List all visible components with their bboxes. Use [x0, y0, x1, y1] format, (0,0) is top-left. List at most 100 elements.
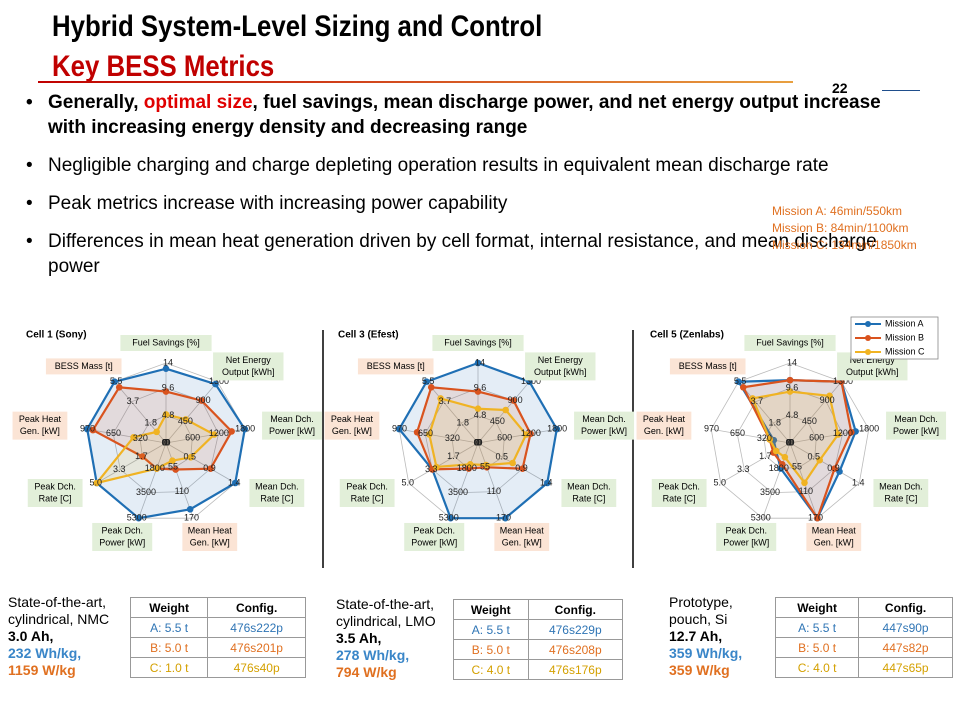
axis-label: Peak Dch.: [658, 481, 700, 491]
axis-label: Power [kW]: [99, 537, 145, 547]
axis-label: Peak Dch.: [34, 481, 76, 491]
tick-label: 0.9: [515, 463, 528, 473]
series-point: [207, 465, 214, 473]
table-cell: C: 4.0 t: [774, 657, 860, 678]
tick-label: 0: [476, 437, 481, 447]
tick-label: 900: [196, 395, 211, 405]
series-point: [522, 431, 530, 438]
tick-label: 0: [786, 437, 791, 447]
axis-label: BESS Mass [t]: [55, 361, 113, 371]
series-point: [437, 395, 444, 402]
bullet-text: optimal size: [143, 92, 253, 113]
table-cell: A: 5.5 t: [453, 619, 529, 640]
legend-marker: [865, 335, 871, 341]
axis-label: Peak Dch.: [413, 525, 455, 535]
axis-label: Rate [C]: [572, 493, 605, 503]
axis-label-box: [574, 411, 635, 440]
tick-label: 0: [477, 437, 482, 447]
axis-label: Mean Dch.: [567, 481, 611, 491]
axis-label-box: [182, 522, 238, 551]
spoke: [789, 442, 860, 484]
series-point: [831, 465, 838, 473]
series-point: [801, 479, 808, 487]
tick-label: 1.8: [456, 417, 469, 427]
series-point: [502, 406, 509, 414]
tick-label: 55: [480, 462, 490, 472]
tick-label: 14: [163, 357, 173, 367]
bullet: Differences in mean heat generation driv…: [22, 229, 922, 279]
series-point: [766, 436, 773, 443]
axis-label: Power [kW]: [581, 426, 627, 436]
tick-label: 5300: [439, 513, 459, 523]
tick-label: 170: [184, 513, 199, 523]
table-row: A: 5.5 t 476s222p: [129, 617, 306, 638]
table-cell: 476s176p: [527, 659, 624, 680]
tick-label: 5.0: [713, 477, 726, 487]
axis-label: Power [kW]: [269, 426, 315, 436]
axis-label-box: [324, 411, 380, 440]
spoke: [87, 428, 167, 444]
table-cell: B: 5.0 t: [774, 637, 860, 658]
power-density: 359 W/kg: [669, 662, 730, 678]
series-point: [111, 378, 118, 386]
tick-label: 0: [474, 437, 479, 447]
tick-label: 3.3: [737, 464, 750, 474]
bullet-list: Generally, optimal size, fuel savings, m…: [22, 90, 922, 292]
chart-title: Cell 5 (Zenlabs): [650, 330, 724, 341]
tick-label: 650: [106, 428, 121, 438]
axis-label-box: [806, 522, 862, 551]
cell-description: State-of-the-art, cylindrical, NMC 3.0 Ah,…: [8, 594, 109, 679]
axis-label: Power [kW]: [411, 537, 457, 547]
tick-label: 0: [786, 437, 791, 447]
tick-label: 970: [704, 423, 719, 433]
tick-label: 0: [477, 437, 482, 447]
axis-label-box: [873, 479, 929, 507]
tick-label: 1.4: [852, 477, 865, 487]
bullet-text: , fuel savings, mean discharge power, an…: [48, 92, 881, 138]
series-point: [509, 459, 516, 467]
axis-label-box: [357, 358, 434, 375]
axis-label: Output [kWh]: [846, 367, 899, 377]
series-point: [169, 457, 176, 464]
series-point: [162, 388, 170, 395]
tick-label: 4.8: [162, 410, 175, 420]
series-point: [474, 405, 482, 413]
tick-label: 450: [490, 416, 505, 426]
tick-label: 9.6: [474, 383, 487, 393]
tick-label: 0: [789, 437, 794, 447]
table-header-row: Weight Config.: [774, 597, 953, 618]
tick-label: 3.3: [425, 464, 438, 474]
tick-label: 0.5: [495, 452, 508, 462]
series-point: [115, 383, 123, 391]
series-point: [425, 431, 433, 438]
series-point: [466, 460, 474, 468]
tick-label: 0: [162, 437, 167, 447]
series-area: [93, 413, 216, 485]
legend-label: Mission A: [885, 318, 924, 328]
axis-label: Gen. [kW]: [190, 537, 230, 547]
series-point: [187, 453, 195, 461]
config-table: Weight Config. A: 5.5 t 476s222p B: 5.0 t 476…: [129, 597, 306, 678]
series-point: [786, 388, 794, 395]
table-cell: 476s208p: [527, 639, 624, 660]
spoke: [789, 381, 842, 444]
tick-label: 1800: [769, 463, 789, 473]
tick-label: 3.3: [113, 464, 126, 474]
series-point: [198, 397, 205, 404]
grid-ring: [112, 387, 219, 494]
tick-label: 4.8: [786, 410, 799, 420]
axis-label-box: [213, 352, 284, 381]
tick-label: 3.7: [439, 396, 452, 406]
axis-label: BESS Mass [t]: [679, 361, 737, 371]
tick-label: 0: [476, 437, 481, 447]
axis-label: Mean Heat: [500, 525, 545, 535]
tick-label: 0: [162, 437, 167, 447]
spoke: [477, 442, 506, 519]
tick-label: 14: [475, 357, 485, 367]
energy-density: 359 Wh/kg,: [669, 645, 743, 661]
series-point: [814, 514, 821, 522]
series-area: [741, 379, 853, 521]
axis-label-box: [669, 358, 746, 375]
tick-label: 14: [787, 357, 797, 367]
legend-label: Mission C: [885, 346, 925, 356]
